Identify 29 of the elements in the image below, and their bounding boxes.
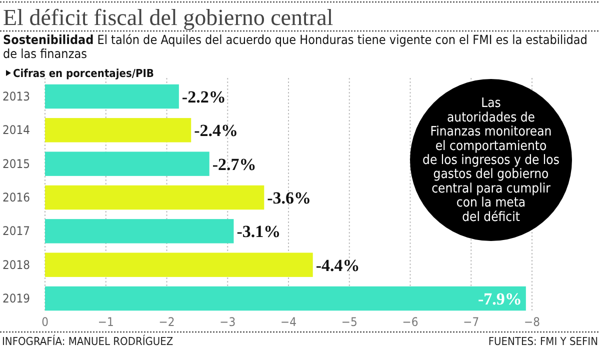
data-label: -4.4% [316, 256, 360, 275]
data-label: -2.7% [212, 154, 256, 174]
y-tick-label: 2014 [2, 123, 30, 138]
x-tick-label: −5 [341, 315, 358, 329]
y-tick-label: 2018 [2, 258, 30, 272]
x-tick-label: 0 [42, 315, 49, 329]
data-label: -2.4% [194, 121, 238, 140]
x-tick-label: −1 [98, 315, 114, 329]
x-tick-label: −6 [402, 315, 418, 329]
source-note: FUENTES: FMI Y SEFIN [488, 335, 598, 348]
data-label: -2.2% [182, 87, 226, 106]
x-tick-label: −7 [463, 315, 480, 329]
annotation: Cifras en porcentajes/PIB [13, 67, 154, 80]
y-tick-label: 2019 [2, 292, 30, 306]
y-tick-label: 2013 [2, 89, 30, 104]
x-tick-label: −4 [280, 315, 297, 329]
data-label: -7.9% [478, 290, 522, 309]
text: INFOGRAFÍA: MANUEL RODRÍGUEZ [2, 334, 174, 348]
data-label: -3.1% [236, 222, 281, 242]
x-tick-label: −8 [524, 315, 540, 329]
y-tick-label: 2017 [2, 224, 30, 238]
x-tick-label: −3 [220, 315, 236, 329]
data-label: -3.6% [267, 188, 312, 208]
chart-title: El déficit fiscal del gobierno central [3, 5, 334, 30]
x-tick-label: −2 [158, 315, 175, 329]
chart-subtitle: Sostenibilidad El talón de Aquiles del acuerdo que Honduras tiene vigente con el FMI es la estabilidad de las finanzas [3, 32, 588, 61]
y-tick-label: 2016 [2, 190, 30, 204]
y-tick-label: 2015 [2, 156, 30, 171]
text: Las autoridades de Finanzas monitorean el comportamiento de los ingresos y de los gastos del gobierno central para cumplir con la meta del déficit [422, 96, 560, 225]
